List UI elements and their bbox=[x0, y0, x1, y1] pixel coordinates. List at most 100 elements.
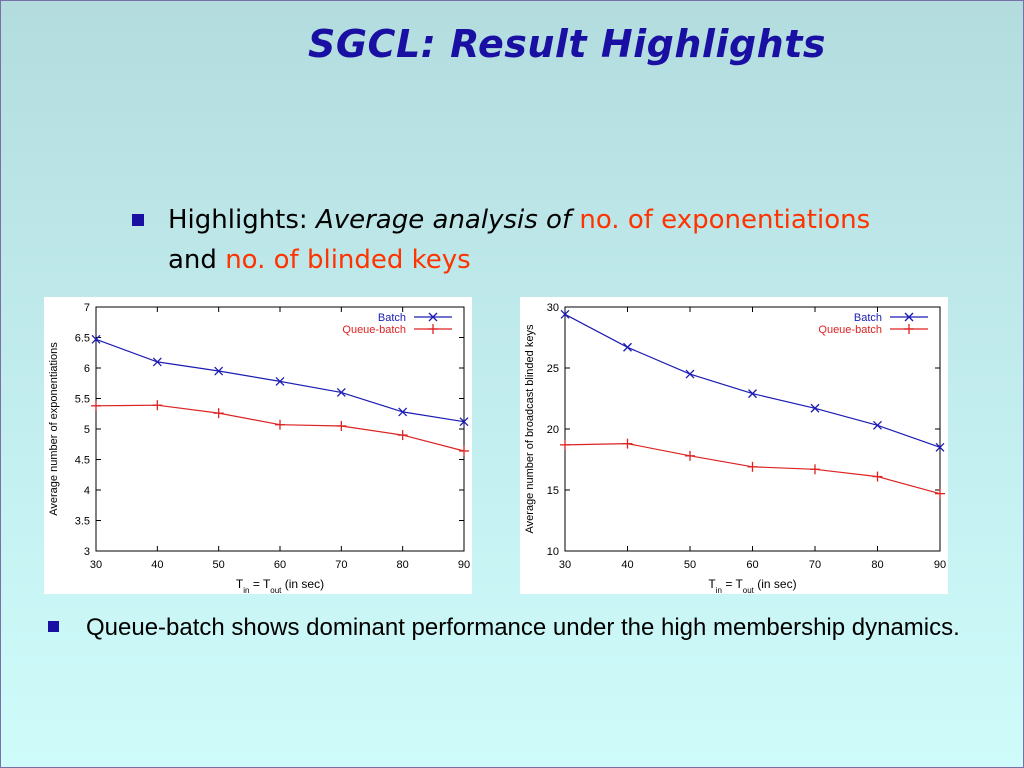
y-tick-label: 7 bbox=[84, 302, 90, 314]
data-point-queue-batch bbox=[275, 419, 285, 430]
legend-marker bbox=[904, 312, 914, 322]
y-tick-label: 20 bbox=[547, 424, 559, 436]
marker-x bbox=[152, 357, 162, 367]
highlight-blinded-keys: no. of blinded keys bbox=[225, 245, 471, 275]
data-point-batch bbox=[214, 366, 224, 376]
data-point-queue-batch bbox=[397, 430, 408, 441]
marker-x bbox=[336, 387, 346, 397]
data-point-batch bbox=[560, 309, 570, 319]
data-point-batch bbox=[873, 420, 882, 430]
x-axis-label-part: T bbox=[236, 577, 244, 591]
data-point-queue-batch bbox=[810, 464, 820, 475]
data-point-batch bbox=[810, 403, 820, 413]
x-tick-label: 90 bbox=[458, 559, 470, 571]
x-axis-label-part: = T bbox=[722, 577, 743, 591]
plot-frame bbox=[564, 306, 941, 552]
series-line-batch bbox=[95, 338, 465, 423]
marker-x bbox=[398, 407, 408, 417]
data-point-batch bbox=[336, 387, 346, 397]
x-axis-label: Tin = Tout (in sec) bbox=[236, 577, 324, 594]
x-tick-label: 70 bbox=[335, 559, 347, 571]
x-axis-label-part: T bbox=[708, 577, 716, 591]
highlight-mid: Average analysis of bbox=[315, 205, 580, 235]
highlight-and: and bbox=[168, 245, 226, 275]
marker-x bbox=[459, 417, 469, 427]
x-tick-label: 50 bbox=[684, 559, 696, 571]
data-point-queue-batch bbox=[336, 420, 347, 431]
x-tick-label: 40 bbox=[151, 559, 163, 571]
marker-x bbox=[810, 403, 820, 413]
data-point-batch bbox=[275, 376, 285, 386]
legend-label: Queue-batch bbox=[818, 324, 882, 336]
data-point-queue-batch bbox=[935, 488, 945, 499]
y-tick-label: 30 bbox=[547, 302, 559, 314]
x-axis-label-subscript: out bbox=[743, 586, 755, 595]
square-bullet-icon bbox=[48, 621, 59, 632]
x-tick-label: 50 bbox=[213, 559, 225, 571]
data-point-queue-batch bbox=[622, 438, 633, 449]
marker-x bbox=[623, 342, 632, 352]
data-point-queue-batch bbox=[747, 461, 758, 472]
data-point-batch bbox=[398, 407, 408, 417]
series-line-batch bbox=[564, 313, 941, 448]
highlight-prefix: Highlights: bbox=[168, 205, 316, 235]
x-tick-label: 60 bbox=[746, 559, 758, 571]
data-point-queue-batch bbox=[91, 400, 101, 411]
marker-x bbox=[685, 369, 695, 379]
y-tick-label: 5 bbox=[84, 424, 90, 436]
chart-blinded-keys: 30 40 50 60 70 80 90 10 15 20 25 30 Batch Queue-batch… bbox=[520, 297, 948, 594]
y-tick-label: 3.5 bbox=[75, 516, 90, 528]
x-tick-label: 90 bbox=[934, 559, 946, 571]
x-axis-label-part: = T bbox=[249, 577, 270, 591]
x-tick-label: 80 bbox=[397, 559, 409, 571]
data-point-batch bbox=[748, 389, 757, 399]
legend-label: Batch bbox=[854, 312, 882, 324]
data-point-batch bbox=[152, 357, 162, 367]
legend-label: Batch bbox=[378, 312, 406, 324]
data-point-batch bbox=[91, 334, 101, 344]
data-point-queue-batch bbox=[872, 471, 883, 482]
x-tick-label: 30 bbox=[559, 559, 571, 571]
x-tick-label: 80 bbox=[871, 559, 883, 571]
data-point-batch bbox=[459, 417, 469, 427]
x-tick-label: 60 bbox=[274, 559, 286, 571]
marker-x bbox=[214, 366, 224, 376]
x-axis-label: Tin = Tout (in sec) bbox=[708, 577, 796, 594]
legend-label: Queue-batch bbox=[342, 324, 406, 336]
x-axis-label-subscript: in bbox=[716, 586, 722, 595]
y-tick-label: 4.5 bbox=[75, 455, 90, 467]
data-point-queue-batch bbox=[152, 400, 163, 411]
x-tick-label: 40 bbox=[621, 559, 633, 571]
y-tick-label: 6 bbox=[84, 363, 90, 375]
y-tick-label: 10 bbox=[547, 546, 559, 558]
x-axis-label-subscript: in bbox=[243, 586, 249, 595]
x-axis-label-part: (in sec) bbox=[281, 577, 324, 591]
y-tick-label: 4 bbox=[84, 485, 90, 497]
highlight-text: Highlights: Average analysis of no. of e… bbox=[168, 200, 888, 280]
y-tick-label: 5.5 bbox=[75, 394, 90, 406]
y-tick-label: 15 bbox=[547, 485, 559, 497]
marker-x bbox=[935, 442, 945, 452]
data-point-batch bbox=[935, 442, 945, 452]
marker-x bbox=[91, 334, 101, 344]
highlight-exponentiations: no. of exponentiations bbox=[579, 205, 871, 235]
data-point-queue-batch bbox=[685, 450, 695, 461]
data-point-batch bbox=[623, 342, 632, 352]
chart-exponentiations-svg: 30 40 50 60 70 80 90 3 3.5 4 4.5 5 5.5 6 6.5 7 BatchQueu… bbox=[48, 302, 470, 594]
data-point-queue-batch bbox=[560, 439, 570, 450]
marker-x bbox=[560, 309, 570, 319]
x-axis-label-subscript: out bbox=[270, 586, 282, 595]
y-tick-label: 3 bbox=[84, 546, 90, 558]
page-title: SGCL: Result Highlights bbox=[308, 22, 826, 66]
marker-x bbox=[748, 389, 757, 399]
marker-x bbox=[873, 420, 882, 430]
data-point-queue-batch bbox=[459, 445, 469, 456]
chart-blinded-keys-svg: 30 40 50 60 70 80 90 10 15 20 25 30 BatchQueue-batch… bbox=[524, 302, 946, 594]
y-axis-label: Average number of exponentiations bbox=[48, 342, 60, 516]
x-tick-label: 30 bbox=[90, 559, 102, 571]
x-axis-label-part: (in sec) bbox=[754, 577, 797, 591]
marker-x bbox=[275, 376, 285, 386]
data-point-queue-batch bbox=[213, 408, 224, 419]
conclusion-text: Queue-batch shows dominant performance u… bbox=[86, 614, 960, 641]
y-tick-label: 6.5 bbox=[75, 333, 90, 345]
